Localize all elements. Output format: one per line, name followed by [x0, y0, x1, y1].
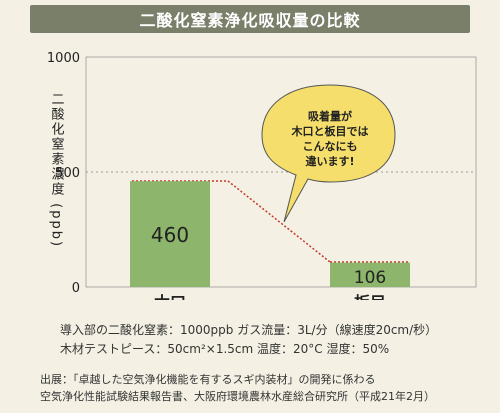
y-tick-labels: 0 500 1000: [47, 51, 80, 296]
source-line-1: 出展：「卓越した空気浄化機能を有するスギ内装材」の開発に係わる: [40, 373, 376, 386]
category-labels: 木口 板目: [153, 293, 386, 300]
title-bar: 二酸化窒素浄化吸収量の比較: [30, 5, 470, 33]
chart-area: 吸着量が 木口と板目では こんなにも 違います! 二酸化窒素濃度 (ppb) 0…: [47, 51, 477, 300]
callout-line-4: 違います!: [305, 154, 354, 168]
y-tick-label: 0: [72, 281, 80, 296]
callout-line-1: 吸着量が: [308, 109, 352, 123]
y-tick-label: 500: [55, 166, 80, 181]
bars: [130, 181, 410, 287]
callout-line-3: こんなにも: [303, 140, 358, 153]
caption-line-1: 導入部の二酸化窒素：1000ppb ガス流量：3L/分（線速度20cm/秒）: [60, 323, 438, 337]
callout-line-2: 木口と板目では: [291, 124, 369, 138]
y-tick-label: 1000: [47, 51, 80, 66]
category-label: 板目: [354, 293, 386, 300]
bar-value-labels: 460 106: [151, 223, 386, 288]
trend-connector-slope: [227, 180, 331, 263]
bar: [130, 181, 210, 287]
bar: [330, 262, 410, 287]
caption-line-2: 木材テストピース：50cm²×1.5cm 温度：20°C 湿度：50%: [60, 342, 390, 356]
callout: 吸着量が 木口と板目では こんなにも 違います!: [261, 84, 396, 223]
bar-value-label: 106: [354, 268, 386, 288]
callout-bubble: [261, 84, 396, 223]
bar-value-label: 460: [151, 223, 189, 247]
source-line-2: 空気浄化性能試験結果報告書、大阪府環境農林水産総合研究所（平成21年2月）: [40, 390, 435, 403]
chart-title: 二酸化窒素浄化吸収量の比較: [139, 11, 361, 30]
category-label: 木口: [153, 293, 186, 300]
y-axis-label: 二酸化窒素濃度 (ppb): [49, 92, 65, 248]
